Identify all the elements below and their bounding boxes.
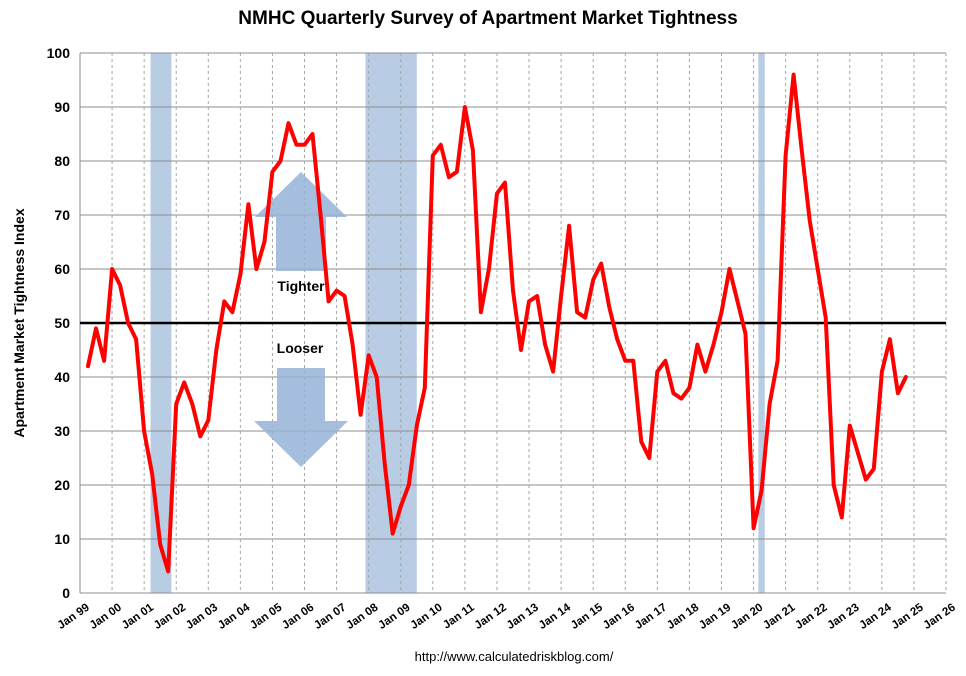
grid-lines [79,52,947,594]
x-tick-label: Jan 09 [376,602,412,632]
x-tick-label: Jan 15 [569,601,606,632]
y-tick-label: 40 [54,369,70,385]
x-tick-label: Jan 05 [248,601,285,632]
x-tick-label: Jan 22 [793,602,829,632]
x-tick-label: Jan 13 [505,602,541,632]
x-tick-label: Jan 99 [56,602,92,632]
x-tick-label: Jan 16 [601,602,637,632]
y-tick-label: 100 [47,45,71,61]
x-tick-label: Jan 04 [216,601,253,632]
x-tick-label: Jan 07 [312,602,348,632]
x-tick-label: Jan 02 [152,602,188,632]
x-tick-label: Jan 17 [633,602,669,632]
x-tick-label: Jan 26 [922,602,958,632]
series-lines [86,72,908,574]
y-tick-label: 90 [54,99,70,115]
x-tick-label: Jan 06 [280,602,316,632]
x-tick-label: Jan 11 [441,601,477,631]
x-tick-label: Jan 21 [761,601,798,632]
annotation-looser: Looser [277,340,324,356]
x-tick-label: Jan 12 [473,602,509,632]
y-tick-label: 0 [62,585,70,601]
y-tick-labels: 0 10 20 30 40 50 60 70 80 90 100 [47,45,71,601]
x-tick-label: Jan 19 [697,602,733,632]
y-tick-label: 60 [54,261,70,277]
x-tick-label: Jan 00 [88,602,124,632]
x-tick-label: Jan 01 [120,601,157,632]
y-tick-label: 10 [54,531,70,547]
x-tick-label: Jan 24 [857,601,894,632]
x-tick-label: Jan 23 [825,602,861,632]
y-tick-label: 30 [54,423,70,439]
x-tick-label: Jan 03 [184,602,220,632]
y-tick-label: 20 [54,477,70,493]
x-tick-label: Jan 25 [890,601,927,632]
annotations: Tighter Looser [277,278,325,356]
y-tick-label: 70 [54,207,70,223]
y-tick-label: 50 [54,315,70,331]
chart-title: NMHC Quarterly Survey of Apartment Marke… [238,8,737,29]
x-tick-label: Jan 08 [344,601,381,632]
x-tick-label: Jan 20 [729,602,765,632]
source-url: http://www.calculatedriskblog.com/ [415,649,614,664]
x-tick-label: Jan 14 [537,601,574,632]
y-tick-label: 80 [54,153,70,169]
y-axis-label: Apartment Market Tightness Index [11,208,27,437]
x-tick-label: Jan 18 [665,601,702,632]
x-tick-label: Jan 10 [408,602,444,632]
down-arrow-icon [254,368,348,467]
annotation-tighter: Tighter [277,278,325,294]
